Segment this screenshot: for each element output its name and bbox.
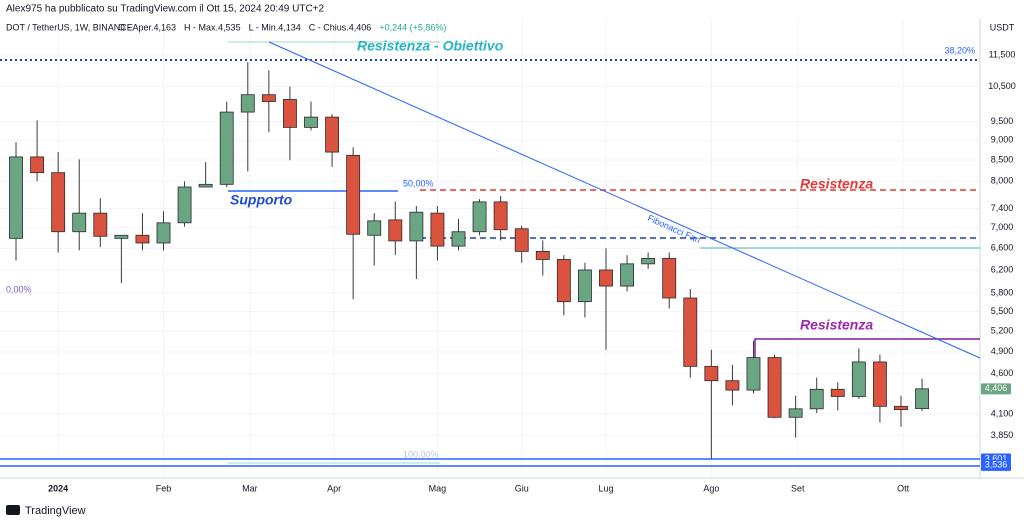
- candle-body: [388, 219, 403, 242]
- y-tick-label: 6,600: [991, 243, 1014, 253]
- candle-body: [725, 380, 740, 391]
- brand: TradingView: [25, 505, 86, 517]
- x-tick-label: Lug: [598, 483, 613, 493]
- price-label-box: [981, 459, 1011, 471]
- y-tick-label: 4,600: [991, 368, 1014, 378]
- candle-body: [198, 183, 213, 188]
- annotation: Resistenza: [800, 317, 873, 333]
- candle-body: [472, 201, 487, 233]
- y-tick-label: 7,400: [991, 203, 1014, 213]
- y-tick-label: 7,000: [991, 222, 1014, 232]
- candle-body: [72, 212, 87, 233]
- candle-body: [704, 365, 719, 382]
- y-tick-label: 5,800: [991, 288, 1014, 298]
- candle-body: [240, 94, 255, 113]
- y-tick-label: 10,500: [988, 81, 1016, 91]
- ohlc-value: H - Max.4,535: [184, 22, 241, 32]
- candle-body: [767, 357, 782, 418]
- candle-body: [514, 228, 529, 252]
- candle-body: [9, 156, 23, 239]
- x-tick-label: Feb: [156, 483, 172, 493]
- candle-body: [851, 361, 866, 397]
- candle-body: [915, 388, 929, 409]
- candle-body: [451, 231, 466, 247]
- y-tick-label: 8,000: [991, 176, 1014, 186]
- candle-body: [114, 234, 129, 239]
- annotation: Resistenza - Obiettivo: [357, 38, 504, 54]
- candle-body: [599, 269, 613, 287]
- price-label-box: [981, 383, 1011, 395]
- fib-label: 0,00%: [6, 284, 32, 294]
- candle-body: [325, 116, 340, 153]
- y-tick-label: 5,200: [991, 326, 1014, 336]
- candle-body: [409, 211, 424, 242]
- candle-body: [620, 263, 634, 287]
- y-tick-label: 8,500: [991, 155, 1014, 165]
- logo: [6, 505, 20, 515]
- symbol: DOT / TetherUS, 1W, BINANCE: [6, 22, 133, 32]
- candle-body: [872, 361, 887, 407]
- x-tick-label: 2024: [48, 483, 68, 493]
- x-tick-label: Mag: [429, 483, 447, 493]
- y-tick-label: 9,500: [991, 116, 1014, 126]
- candle-body: [683, 297, 698, 367]
- candle-body: [830, 388, 845, 397]
- y-tick-label: 4,900: [991, 346, 1014, 356]
- x-tick-label: Set: [791, 483, 805, 493]
- y-tick-label: 6,200: [991, 264, 1014, 274]
- x-tick-label: Giu: [515, 483, 529, 493]
- resistance-line: [754, 338, 980, 358]
- fib-label: 100,00%: [403, 449, 439, 459]
- candle-body: [809, 388, 824, 410]
- price-label: 4,406: [985, 383, 1008, 393]
- candle-body: [788, 408, 803, 418]
- candle-body: [51, 172, 66, 233]
- candle-body: [219, 111, 234, 185]
- candle-body: [577, 269, 592, 303]
- candle-body: [894, 405, 908, 411]
- ohlc-value: +0,244 (+5,86%): [379, 22, 446, 32]
- candle-body: [177, 186, 192, 224]
- ohlc-value: L - Min.4,134: [249, 22, 301, 32]
- candle-body: [430, 212, 445, 247]
- fib-label: 50,00%: [403, 178, 434, 188]
- annotation: Supporto: [230, 192, 293, 208]
- annotation: Resistenza: [800, 176, 873, 192]
- ohlc-value: O - Aper.4,163: [118, 22, 176, 32]
- candle-body: [535, 250, 550, 260]
- candle-body: [261, 94, 276, 102]
- candle-body: [93, 212, 108, 237]
- candle-body: [135, 234, 150, 244]
- price-label: 3,536: [985, 460, 1008, 470]
- price-label: 3,601: [985, 453, 1008, 463]
- fib-label: 38,20%: [944, 45, 975, 55]
- candle-body: [367, 220, 382, 236]
- candle-body: [304, 116, 318, 128]
- candle-body: [556, 259, 571, 303]
- currency: USDT: [990, 22, 1015, 32]
- y-tick-label: 3,850: [991, 430, 1014, 440]
- author-line: Alex975 ha pubblicato su TradingView.com…: [6, 4, 325, 15]
- x-tick-label: Apr: [327, 483, 341, 493]
- y-tick-label: 9,000: [991, 135, 1014, 145]
- candle-body: [641, 257, 656, 265]
- fib-fan-line: [268, 41, 981, 359]
- ohlc-value: C - Chius.4,406: [309, 22, 372, 32]
- y-tick-label: 4,100: [991, 408, 1014, 418]
- candle-body: [156, 222, 171, 244]
- x-tick-label: Mar: [242, 483, 258, 493]
- candle-body: [746, 357, 761, 391]
- candle-body: [30, 156, 45, 174]
- y-tick-label: 5,500: [991, 306, 1014, 316]
- candle-body: [283, 99, 297, 128]
- candle-body: [493, 201, 508, 231]
- y-tick-label: 11,500: [989, 49, 1016, 59]
- x-tick-label: Ott: [897, 483, 910, 493]
- x-tick-label: Ago: [703, 483, 719, 493]
- candle-body: [346, 154, 361, 235]
- candle-body: [662, 257, 677, 299]
